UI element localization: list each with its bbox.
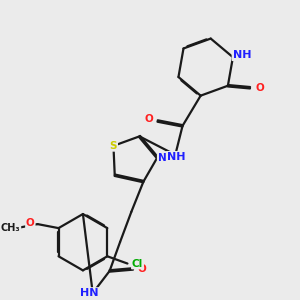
Text: NH: NH	[167, 152, 185, 162]
Text: NH: NH	[232, 50, 251, 60]
Text: HN: HN	[80, 288, 99, 298]
Text: Cl: Cl	[132, 259, 143, 269]
Text: S: S	[110, 141, 117, 151]
Text: O: O	[26, 218, 35, 228]
Text: CH₃: CH₃	[1, 223, 20, 233]
Text: O: O	[137, 264, 146, 274]
Text: O: O	[256, 83, 265, 93]
Text: O: O	[144, 114, 153, 124]
Text: N: N	[158, 153, 167, 163]
